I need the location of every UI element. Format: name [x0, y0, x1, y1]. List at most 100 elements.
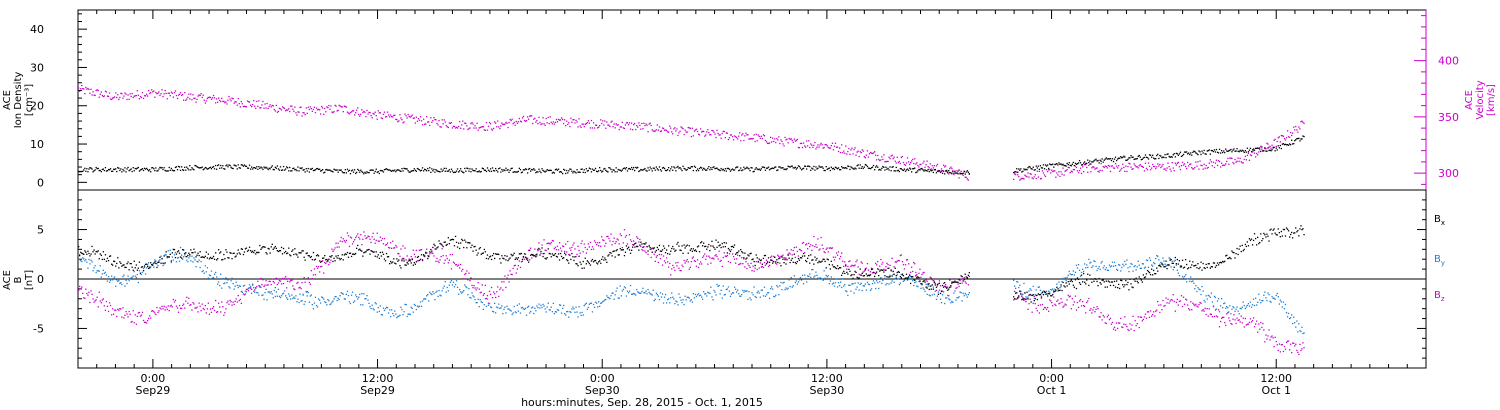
by-point	[182, 258, 184, 260]
bz-point	[253, 290, 255, 292]
bx-point	[124, 266, 126, 268]
by-point	[765, 294, 768, 296]
by-point	[874, 282, 876, 284]
by-point	[82, 257, 84, 259]
density-point	[165, 170, 167, 172]
velocity-point	[601, 122, 603, 125]
by-point	[1053, 291, 1055, 294]
velocity-point	[747, 134, 749, 136]
bz-point	[1085, 312, 1087, 314]
bz-point	[228, 303, 230, 305]
by-point	[1071, 273, 1073, 276]
density-point	[600, 169, 602, 172]
density-point	[1057, 164, 1059, 166]
velocity-point	[849, 153, 851, 155]
bz-point	[1201, 310, 1203, 312]
by-point	[1222, 307, 1224, 309]
velocity-point	[175, 94, 178, 97]
bz-point	[716, 255, 718, 258]
density-point	[852, 167, 854, 170]
bz-point	[176, 307, 179, 309]
density-point	[518, 167, 520, 169]
bz-point	[761, 265, 763, 268]
bz-point	[389, 247, 391, 249]
density-point	[1190, 152, 1192, 154]
bz-point	[650, 256, 652, 259]
density-point	[716, 167, 718, 169]
velocity-point	[114, 96, 116, 98]
velocity-point	[351, 110, 354, 112]
density-point	[574, 171, 576, 173]
density-point	[874, 169, 876, 171]
velocity-point	[1261, 148, 1263, 150]
velocity-point	[423, 118, 425, 120]
bx-point	[157, 261, 159, 263]
by-point	[211, 277, 214, 279]
density-point	[562, 173, 564, 175]
velocity-point	[332, 112, 334, 114]
density-point	[953, 172, 955, 174]
density-point	[568, 170, 570, 172]
bx-point	[213, 258, 216, 260]
density-point	[508, 171, 510, 173]
density-point	[390, 170, 392, 172]
by-point	[551, 311, 553, 313]
bz-point	[154, 312, 156, 314]
by-point	[175, 261, 178, 263]
velocity-point	[547, 116, 549, 119]
by-point	[959, 291, 961, 293]
bz-point	[591, 246, 594, 248]
by-point	[798, 279, 801, 281]
density-point	[777, 169, 779, 171]
density-point	[201, 166, 203, 168]
bz-point	[441, 248, 443, 250]
by-point	[1209, 296, 1211, 298]
velocity-point	[105, 91, 108, 93]
by-point	[1137, 260, 1139, 262]
velocity-point	[194, 97, 196, 99]
density-axis-title-line: Ion Density	[13, 72, 24, 129]
bz-point	[329, 261, 331, 264]
velocity-point	[1032, 178, 1034, 180]
velocity-point	[200, 93, 202, 95]
density-point	[846, 167, 848, 170]
by-point	[87, 267, 89, 269]
bz-point	[102, 298, 104, 300]
velocity-point	[901, 155, 904, 158]
density-point	[485, 170, 488, 173]
velocity-point	[274, 110, 276, 112]
by-point	[548, 309, 550, 311]
by-point	[697, 293, 700, 295]
velocity-point	[794, 140, 796, 142]
density-point	[207, 168, 209, 170]
bz-point	[266, 284, 268, 286]
velocity-point	[217, 101, 219, 103]
by-point	[333, 298, 335, 300]
by-point	[167, 250, 169, 252]
bz-point	[1229, 320, 1231, 322]
bz-point	[903, 268, 906, 270]
velocity-point	[1102, 165, 1104, 168]
density-point	[918, 168, 920, 171]
bz-point	[203, 308, 205, 311]
bx-point	[135, 264, 137, 266]
bz-point	[1272, 337, 1274, 339]
by-point	[336, 299, 338, 302]
by-point	[1267, 292, 1269, 294]
density-point	[890, 170, 892, 172]
by-point	[1029, 288, 1031, 290]
velocity-point	[141, 92, 144, 94]
density-point	[629, 168, 632, 170]
by-point	[1086, 264, 1088, 266]
density-point	[255, 167, 257, 170]
density-point	[200, 167, 202, 169]
bz-point	[857, 266, 859, 268]
bz-point	[718, 250, 720, 252]
velocity-point	[1082, 166, 1084, 168]
density-point	[120, 168, 122, 170]
bx-point	[203, 256, 205, 259]
by-point	[498, 303, 500, 305]
bz-point	[764, 264, 767, 266]
velocity-point	[638, 122, 640, 124]
density-point	[1075, 163, 1078, 165]
